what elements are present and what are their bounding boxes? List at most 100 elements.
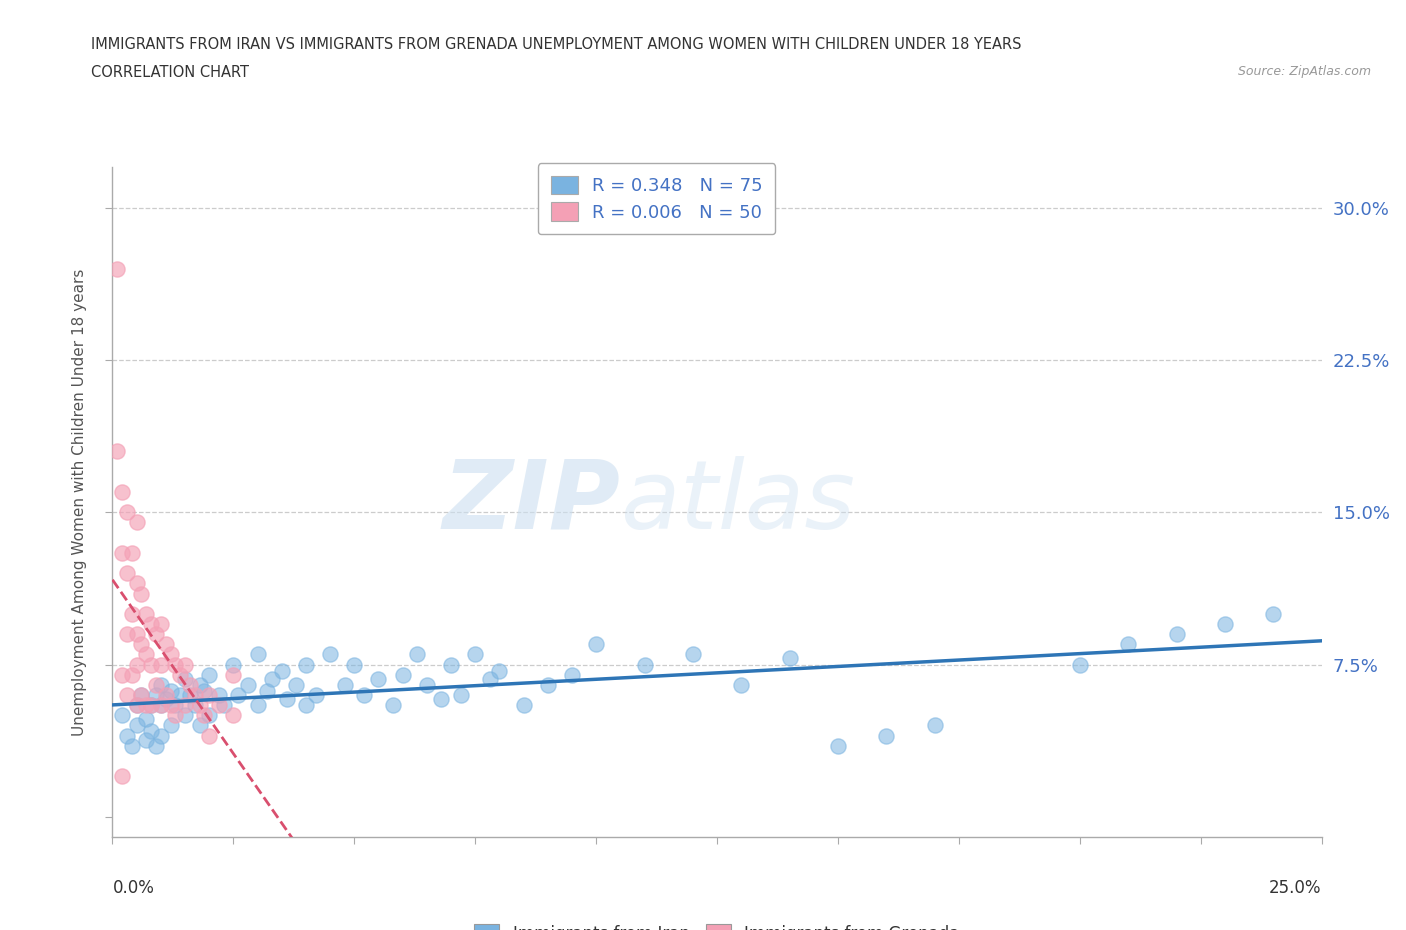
Point (135, 732, 157, 747)
Point (1069, 658, 1091, 672)
Point (131, 687, 153, 702)
Point (131, 687, 153, 702)
Point (145, 677, 167, 692)
Point (165, 698, 187, 712)
Text: CORRELATION CHART: CORRELATION CHART (91, 65, 249, 80)
Text: 25.0%: 25.0% (1270, 879, 1322, 897)
Point (183, 687, 205, 702)
Point (450, 687, 472, 702)
Point (131, 637, 153, 652)
Point (875, 728, 897, 743)
Point (155, 692, 177, 707)
Point (111, 769, 134, 784)
Point (149, 698, 172, 712)
Point (149, 617, 172, 631)
Point (285, 677, 308, 692)
Point (262, 671, 284, 686)
Point (159, 718, 181, 733)
Y-axis label: Unemployment Among Women with Children Under 18 years: Unemployment Among Women with Children U… (72, 269, 87, 736)
Point (222, 658, 245, 672)
Point (149, 698, 172, 712)
Point (125, 658, 148, 672)
Point (121, 606, 143, 621)
Text: Source: ZipAtlas.com: Source: ZipAtlas.com (1237, 65, 1371, 78)
Point (159, 684, 181, 698)
Point (125, 515, 148, 530)
Point (193, 708, 215, 723)
Point (135, 606, 157, 621)
Point (125, 698, 148, 712)
Point (367, 671, 389, 686)
Point (174, 658, 197, 672)
Point (212, 698, 235, 712)
Point (198, 708, 221, 723)
Point (537, 677, 560, 692)
Point (115, 728, 138, 743)
Point (159, 647, 181, 662)
Point (149, 658, 172, 672)
Point (188, 698, 211, 712)
Point (183, 698, 205, 712)
Point (121, 546, 143, 561)
Point (222, 708, 245, 723)
Point (179, 687, 201, 702)
Point (125, 718, 148, 733)
Point (270, 663, 292, 678)
Text: ZIP: ZIP (443, 456, 620, 549)
Point (125, 576, 148, 591)
Point (174, 671, 197, 686)
Point (382, 698, 405, 712)
Text: IMMIGRANTS FROM IRAN VS IMMIGRANTS FROM GRENADA UNEMPLOYMENT AMONG WOMEN WITH CH: IMMIGRANTS FROM IRAN VS IMMIGRANTS FROM … (91, 37, 1022, 52)
Point (131, 586, 153, 601)
Legend: R = 0.348   N = 75, R = 0.006   N = 50: R = 0.348 N = 75, R = 0.006 N = 50 (538, 163, 775, 234)
Point (512, 698, 534, 712)
Point (121, 738, 143, 753)
Point (193, 684, 215, 698)
Point (149, 677, 172, 692)
Point (1116, 637, 1139, 652)
Point (682, 647, 704, 662)
Point (1166, 627, 1188, 642)
Point (105, 261, 128, 276)
Point (633, 658, 655, 672)
Point (246, 647, 269, 662)
Point (430, 692, 453, 707)
Point (141, 724, 163, 739)
Point (391, 667, 413, 682)
Point (208, 687, 231, 702)
Point (115, 687, 138, 702)
Point (585, 637, 607, 652)
Point (115, 505, 138, 520)
Point (121, 667, 143, 682)
Point (155, 637, 177, 652)
Point (159, 698, 181, 712)
Point (730, 677, 752, 692)
Point (198, 728, 221, 743)
Point (256, 684, 278, 698)
Point (125, 627, 148, 642)
Point (304, 687, 326, 702)
Point (924, 718, 946, 733)
Point (246, 698, 269, 712)
Text: 0.0%: 0.0% (112, 879, 155, 897)
Point (1213, 617, 1236, 631)
Point (169, 687, 191, 702)
Point (141, 698, 163, 712)
Point (295, 698, 318, 712)
Point (779, 651, 801, 666)
Point (105, 444, 128, 458)
Point (222, 667, 245, 682)
Point (145, 687, 167, 702)
Point (198, 687, 221, 702)
Point (464, 647, 486, 662)
Point (111, 546, 134, 561)
Text: atlas: atlas (620, 456, 855, 549)
Point (319, 647, 342, 662)
Point (141, 698, 163, 712)
Point (174, 708, 197, 723)
Point (236, 677, 259, 692)
Point (198, 667, 221, 682)
Point (179, 677, 201, 692)
Point (155, 687, 177, 702)
Point (208, 698, 231, 712)
